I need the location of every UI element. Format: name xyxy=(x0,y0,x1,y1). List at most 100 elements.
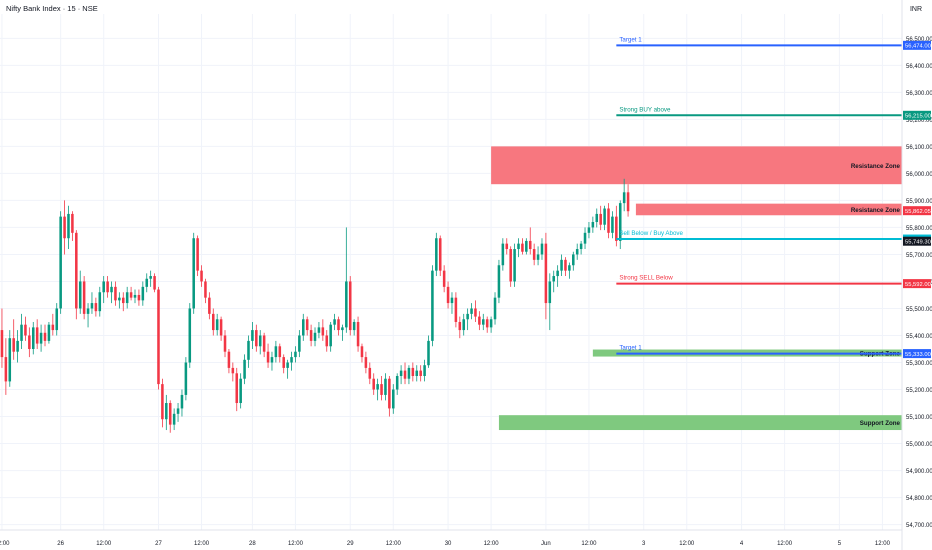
time-axis[interactable]: 12:00 26 12:00 27 12:00 28 12:00 29 12:00 30 12:00… xyxy=(0,529,902,547)
candle-body xyxy=(180,394,184,409)
candle-body xyxy=(8,338,12,382)
candle-body xyxy=(208,297,211,314)
candle-body xyxy=(255,330,258,347)
x-tick-label: 29 xyxy=(347,541,354,547)
candle-body xyxy=(28,335,31,349)
candle-body xyxy=(564,259,567,271)
candle-body xyxy=(341,327,344,331)
zone-rect xyxy=(498,415,902,431)
candle-body xyxy=(583,232,587,244)
candle-body xyxy=(419,370,422,377)
candle-body xyxy=(321,327,325,336)
x-tick-label: 12:00 xyxy=(288,541,304,547)
candle-body xyxy=(0,330,4,358)
zone-label: Resistance Zone xyxy=(851,163,901,170)
candle-body xyxy=(415,370,419,377)
y-tick-label: 56,500.00 xyxy=(906,37,932,43)
candle-body xyxy=(552,276,555,282)
x-tick-label: 27 xyxy=(155,541,162,547)
candle-body xyxy=(548,281,552,304)
candle-body xyxy=(435,238,438,271)
candle-body xyxy=(607,208,610,233)
candle-body xyxy=(270,357,274,363)
zone-label: Resistance Zone xyxy=(851,207,901,214)
candle-body xyxy=(278,346,282,358)
candle-body xyxy=(43,332,47,341)
candle-body xyxy=(31,327,35,349)
candle-body xyxy=(305,319,309,331)
candle-body xyxy=(513,249,516,282)
y-tick-label: 56,300.00 xyxy=(906,91,932,97)
y-tick-label: 54,800.00 xyxy=(906,496,932,502)
candle-body xyxy=(384,378,387,395)
level-price-tag xyxy=(903,279,931,289)
candle-body xyxy=(211,313,215,331)
candle-body xyxy=(298,335,301,352)
candle-body xyxy=(235,373,239,404)
candle-body xyxy=(82,281,86,314)
candle-body xyxy=(188,308,192,363)
candle-body xyxy=(395,376,399,390)
candle-body xyxy=(333,319,336,325)
level-label: Sell Below / Buy Above xyxy=(619,230,683,237)
candle-body xyxy=(78,281,82,309)
candle-body xyxy=(121,297,125,304)
x-tick-label: 12:00 xyxy=(581,541,597,547)
level-price-tag-text: 56,474.00 xyxy=(905,44,931,50)
candle-body xyxy=(345,281,348,328)
candle-body xyxy=(24,324,27,336)
candle-body xyxy=(560,259,563,271)
level-price-tag xyxy=(903,40,931,50)
candle-body xyxy=(615,216,618,241)
candle-body xyxy=(532,249,536,260)
level-price-tag-text: 56,215.00 xyxy=(905,114,931,120)
price-tag-text: 55,749.30 xyxy=(905,239,931,245)
y-tick-label: 54,900.00 xyxy=(906,469,932,475)
candle-body xyxy=(427,340,430,366)
candle-body xyxy=(568,265,571,271)
candle-body xyxy=(337,319,340,331)
candle-body xyxy=(317,327,321,333)
level-price-tag xyxy=(903,110,931,120)
candle-body xyxy=(149,276,152,279)
candle-body xyxy=(129,292,133,298)
level-label: Strong BUY above xyxy=(619,106,671,113)
candle-body xyxy=(466,313,469,320)
candle-body xyxy=(591,222,595,228)
candle-body xyxy=(388,378,391,409)
candle-body xyxy=(482,319,485,325)
x-tick-label: 4 xyxy=(740,541,744,547)
candle-body xyxy=(63,216,66,239)
candle-body xyxy=(196,238,199,271)
candle-body xyxy=(168,403,172,425)
candle-body xyxy=(536,254,540,260)
candle-body xyxy=(431,270,434,341)
candle-body xyxy=(587,227,591,233)
candle-body xyxy=(161,384,164,420)
currency-label[interactable]: INR xyxy=(909,6,922,13)
candle-body xyxy=(313,332,317,341)
x-tick-label: 12:00 xyxy=(96,541,112,547)
price-tag xyxy=(903,236,931,246)
candle-body xyxy=(497,265,501,298)
candle-body xyxy=(172,413,176,425)
candle-body xyxy=(133,294,137,298)
candle-body xyxy=(16,340,19,352)
candle-body xyxy=(227,351,231,368)
x-tick-label: 12:00 xyxy=(386,541,402,547)
candle-body xyxy=(474,308,477,317)
candle-body xyxy=(137,294,141,301)
candle-body xyxy=(403,370,407,379)
candle-body xyxy=(626,192,630,212)
candle-body xyxy=(579,243,583,250)
candle-body xyxy=(411,367,415,377)
candle-body xyxy=(618,203,622,241)
candle-body xyxy=(364,357,368,368)
x-tick-label: 28 xyxy=(249,541,256,547)
price-axis[interactable]: 56,500.00 56,400.00 56,300.00 56,200.00 56,1… xyxy=(901,0,932,550)
level-label: Strong SELL Below xyxy=(619,275,673,282)
candle-body xyxy=(223,335,227,352)
price-tag-text: 55,862.05 xyxy=(905,209,931,215)
candle-body xyxy=(35,327,39,344)
